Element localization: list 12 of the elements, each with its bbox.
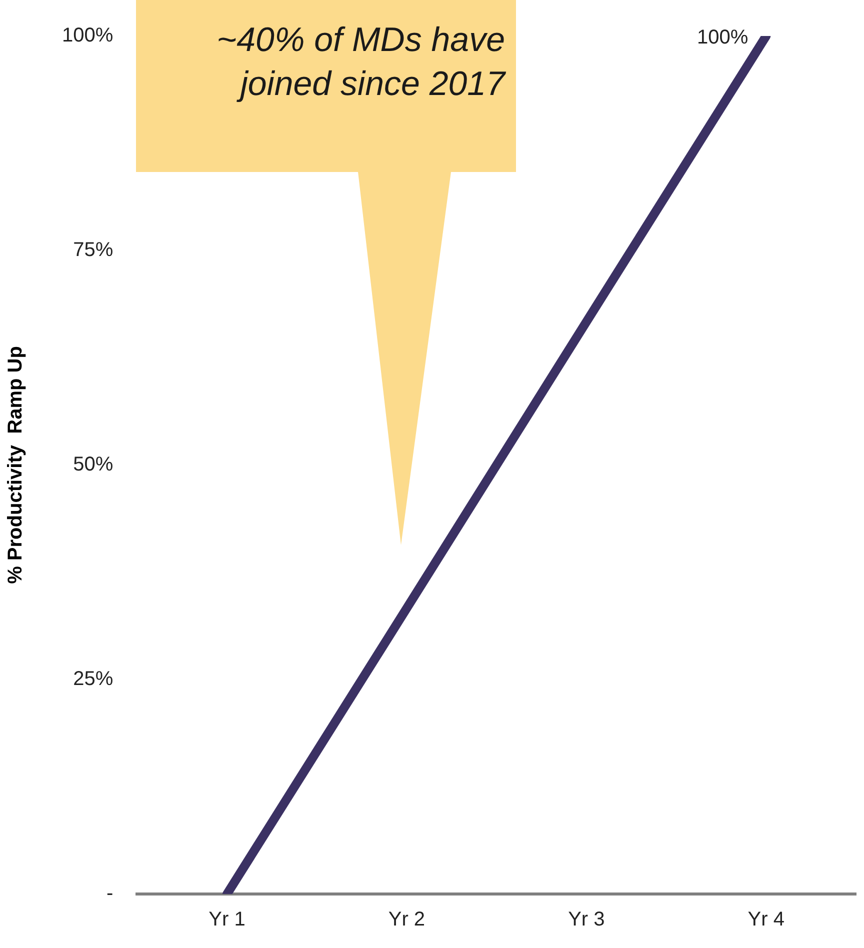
y-tick-label: 100% — [62, 24, 114, 47]
y-tick-label: 75% — [73, 239, 114, 262]
y-tick-label: 50% — [73, 454, 114, 476]
x-tick-label: Yr 1 — [208, 908, 246, 931]
annotation: ~40% of MDs have joined since 2017 — [216, 20, 505, 105]
y-tick-label: - — [106, 882, 114, 905]
x-tick-label: Yr 4 — [748, 908, 784, 931]
data-label: 100% — [696, 26, 748, 49]
x-tick-label: Yr 2 — [388, 908, 426, 931]
y-axis-title: % Productivity Ramp Up — [4, 346, 27, 584]
x-tick-label: Yr 3 — [568, 908, 605, 931]
y-tick-label: 25% — [73, 668, 114, 690]
